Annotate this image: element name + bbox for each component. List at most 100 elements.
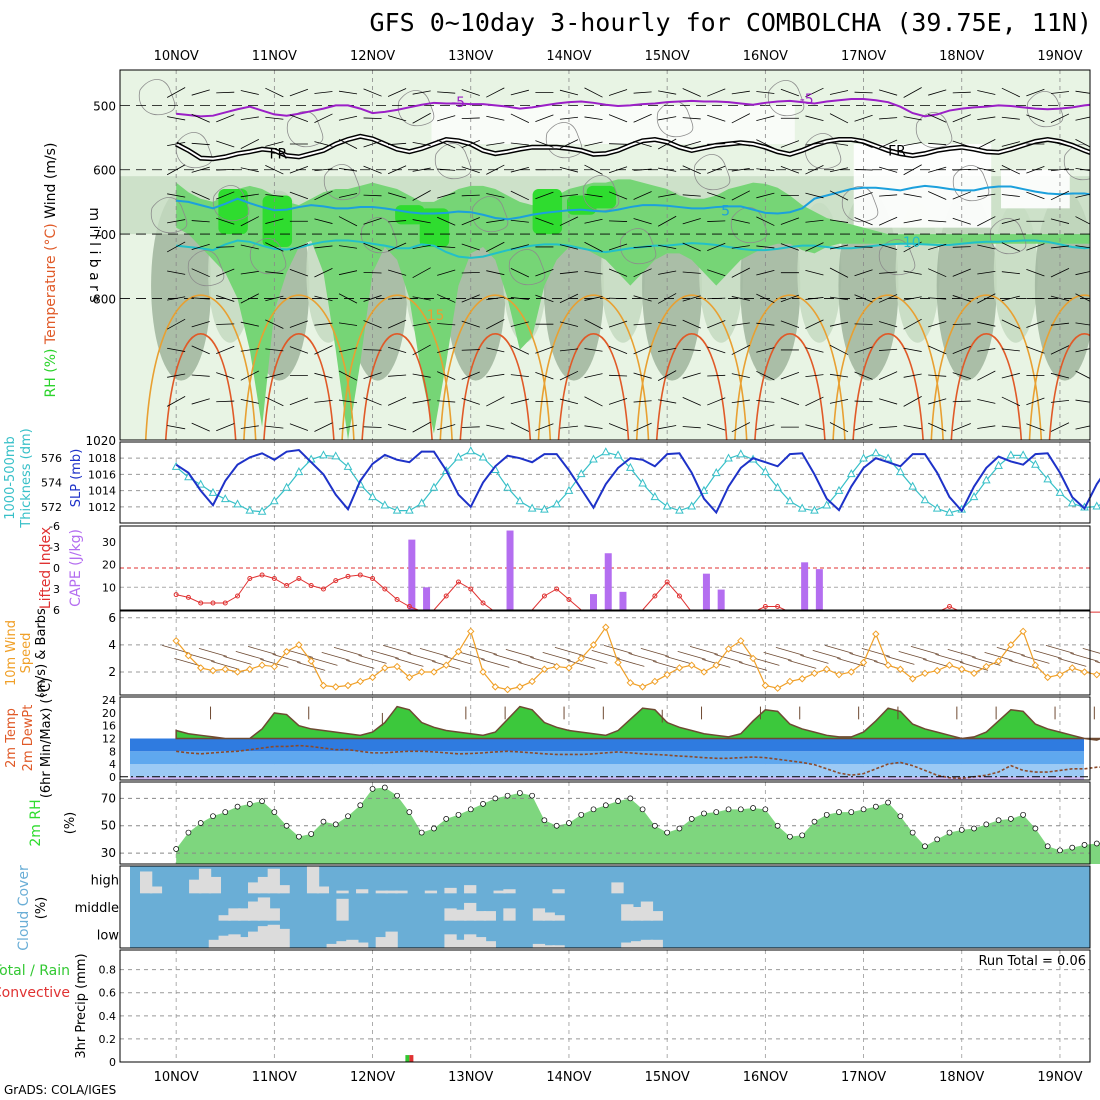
wind-barb-10m: [640, 648, 669, 657]
rh2m-point: [750, 805, 756, 811]
wind-barb: [878, 89, 898, 96]
wind-barb: [461, 320, 480, 328]
wind-barb: [928, 166, 947, 173]
wind-barb: [682, 140, 701, 148]
wind-barb: [338, 322, 358, 326]
wind-barb: [1001, 295, 1020, 302]
wind-barb: [437, 192, 456, 199]
wind-barb: [461, 243, 480, 251]
wind-barb: [437, 371, 456, 381]
wind-speed-point: [1080, 668, 1089, 676]
wind-barb: [928, 268, 947, 278]
wind-speed-point: [835, 670, 843, 679]
temp-20-contour: [852, 333, 924, 440]
wind-barb: [1075, 348, 1090, 353]
wind-barb: [388, 142, 407, 146]
cloud-cell: [238, 937, 251, 948]
wind-barb-10m: [505, 649, 534, 658]
rh2m-point: [492, 795, 499, 802]
upper-air-layer: [120, 70, 1090, 440]
wind-speed-point: [724, 645, 733, 653]
rh-contour: [360, 217, 398, 254]
wind-barb: [657, 138, 677, 150]
wind-barb: [584, 87, 603, 98]
thickness-point: [625, 462, 635, 471]
rh2m-label: 2m RH: [28, 799, 44, 846]
wind-barb: [338, 293, 358, 304]
wind-barb-10m: [947, 649, 976, 658]
slp-tick: 1014: [88, 485, 116, 498]
precip-total-label: Total / Rain: [0, 963, 70, 979]
thickness-point: [454, 452, 463, 461]
precip-bg: [120, 950, 1090, 1062]
cloud-background: [130, 866, 1090, 948]
rh-contour: [878, 239, 916, 276]
li-point: [259, 572, 265, 578]
wind-barb: [1001, 242, 1021, 252]
wind-barb: [387, 424, 407, 431]
cloud-cell: [493, 890, 506, 894]
wind-barb: [289, 114, 309, 122]
top-day-tick: 13NOV: [448, 49, 493, 64]
wind-speed-point: [552, 662, 561, 671]
wind-speed-point: [933, 666, 941, 675]
thickness-point: [662, 501, 672, 510]
thickness-tick: 574: [41, 477, 62, 490]
wind-barb: [559, 167, 579, 173]
cloud-cell: [306, 866, 320, 894]
rh2m-point: [467, 806, 474, 813]
cloud-cell: [503, 908, 516, 921]
wind-barb: [854, 371, 873, 380]
cloud-cell: [444, 887, 457, 894]
temp-tick: 12: [102, 733, 116, 746]
wind-barb-10m: [382, 645, 412, 654]
wind-barb: [829, 90, 849, 95]
wind-barb-10m: [444, 656, 473, 665]
wind-barb: [928, 398, 947, 405]
wind-barb: [829, 399, 849, 404]
rh2m-point: [1093, 840, 1100, 847]
wind-speed-point: [982, 662, 991, 671]
wind-barb: [461, 349, 480, 351]
wind-speed-point: [798, 675, 806, 683]
wind-barb: [829, 267, 849, 278]
wind-barb: [363, 117, 382, 119]
wind-barb: [608, 398, 628, 405]
wind-barb: [977, 293, 996, 304]
rh2m-point: [529, 792, 535, 799]
thickness-point: [245, 505, 255, 514]
wind-barb: [952, 91, 971, 94]
wind-barb: [584, 270, 603, 275]
wind-barb: [510, 321, 529, 327]
wind-barb: [314, 268, 333, 278]
wind-barb: [559, 293, 579, 304]
rh2m-point: [885, 799, 891, 806]
wind-barb: [952, 345, 971, 354]
wind-barb: [854, 217, 873, 226]
wind-barb: [166, 241, 186, 253]
temp-20-contour: [557, 333, 630, 440]
cape-bar: [702, 573, 710, 610]
wind-barb: [486, 241, 505, 252]
wind-barb: [412, 373, 431, 378]
rh-contour: [1063, 144, 1090, 181]
wind-barb: [952, 114, 971, 123]
wind-barb: [338, 245, 358, 249]
wind-speed-point: [528, 677, 536, 686]
wind-barb: [854, 246, 873, 248]
wind-barb: [461, 166, 480, 174]
wind-barb: [903, 396, 922, 407]
wind-barb: [977, 167, 996, 173]
cloud-frame: [119, 865, 1091, 949]
wind-barb: [1050, 141, 1070, 147]
li-point: [468, 586, 474, 592]
rh2m-point: [1032, 825, 1039, 832]
li-point: [308, 583, 314, 588]
wind-speed-point: [381, 664, 389, 672]
thickness-tick: 572: [41, 501, 62, 514]
wind-label-1: 10m Wind: [4, 620, 19, 686]
rh2m-point: [823, 811, 830, 818]
wind-tick: 6: [108, 611, 116, 625]
wind-barb: [1050, 372, 1070, 379]
wind-barb: [977, 321, 996, 327]
